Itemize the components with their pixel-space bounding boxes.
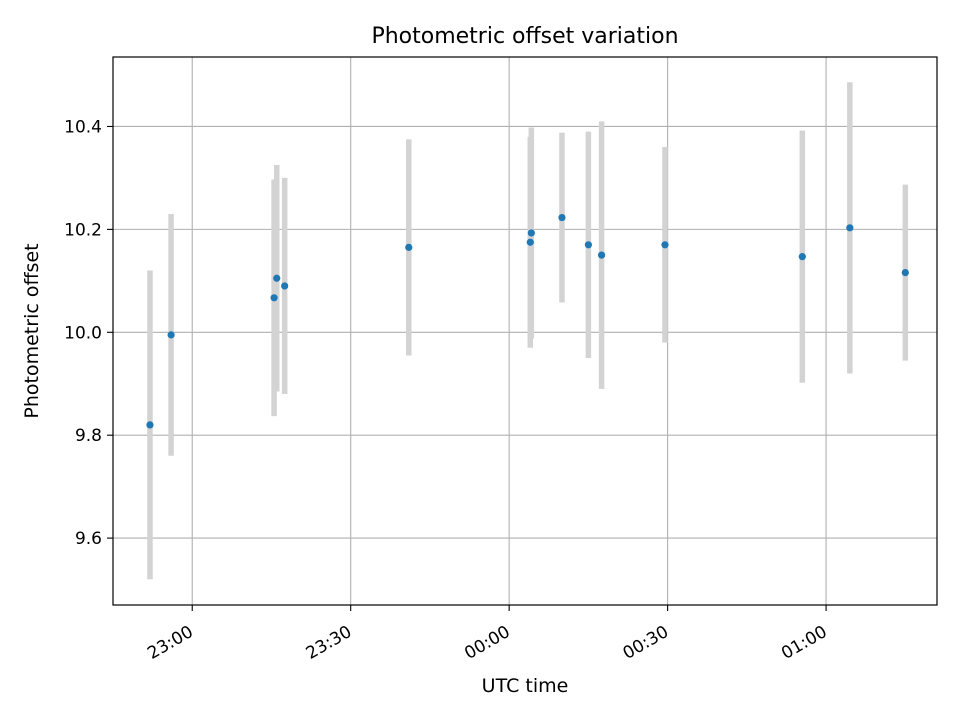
- data-point: [558, 213, 566, 222]
- data-point: [584, 241, 592, 249]
- y-tick-label: 10.4: [64, 117, 102, 137]
- data-point: [526, 238, 534, 246]
- data-point: [146, 421, 154, 429]
- x-axis-label: UTC time: [482, 675, 569, 697]
- y-tick-label: 9.6: [75, 529, 102, 549]
- data-point: [661, 241, 669, 249]
- data-point: [270, 294, 278, 302]
- y-axis-label: Photometric offset: [21, 243, 43, 418]
- y-tick-label: 10.0: [64, 323, 102, 343]
- y-tick-label: 9.8: [75, 426, 102, 446]
- data-point: [846, 224, 854, 232]
- data-point: [273, 274, 281, 282]
- y-axis-ticks: 9.6 9.8 10.0 10.2 10.4: [64, 117, 113, 549]
- chart-title: Photometric offset variation: [371, 24, 678, 49]
- data-point: [527, 229, 535, 237]
- data-point: [901, 268, 909, 277]
- data-point: [167, 331, 175, 339]
- data-point: [405, 243, 413, 251]
- data-point: [597, 251, 606, 259]
- data-point: [281, 282, 289, 290]
- data-point: [798, 253, 806, 261]
- plot-frame: [112, 56, 938, 606]
- data-points: [146, 213, 909, 429]
- y-tick-label: 10.2: [64, 220, 102, 240]
